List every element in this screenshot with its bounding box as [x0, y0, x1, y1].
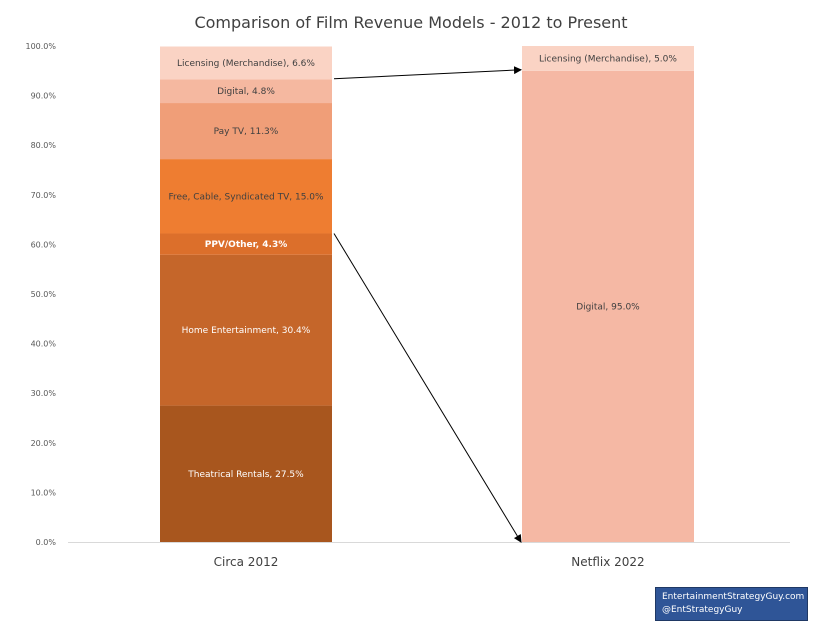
- y-tick-label: 100.0%: [25, 42, 56, 51]
- bar-segment: [160, 79, 332, 104]
- bar-segment: [160, 405, 332, 542]
- x-category-label: Netflix 2022: [571, 555, 644, 569]
- y-tick-label: 80.0%: [31, 141, 57, 150]
- segment-data-label: Digital, 95.0%: [576, 302, 640, 312]
- credit-handle: @EntStrategyGuy: [662, 605, 743, 615]
- annotation-arrow: [333, 233, 522, 543]
- credit-website: EntertainmentStrategyGuy.com: [662, 592, 805, 602]
- y-tick-label: 30.0%: [31, 389, 57, 398]
- segment-data-label: PPV/Other, 4.3%: [205, 240, 288, 250]
- segment-data-label: Digital, 4.8%: [217, 87, 275, 97]
- segment-data-label: Licensing (Merchandise), 5.0%: [539, 54, 677, 64]
- y-tick-label: 50.0%: [31, 290, 57, 299]
- y-tick-label: 20.0%: [31, 439, 57, 448]
- segment-data-label: Home Entertainment, 30.4%: [182, 326, 311, 336]
- segment-data-label: Free, Cable, Syndicated TV, 15.0%: [168, 192, 324, 202]
- x-axis: Circa 2012 Netflix 2022: [68, 542, 790, 569]
- segment-data-label: Theatrical Rentals, 27.5%: [187, 470, 304, 480]
- annotation-arrows: [333, 66, 522, 543]
- bar-segment: [160, 233, 332, 255]
- bar-segment: [160, 46, 332, 80]
- credit-box: EntertainmentStrategyGuy.com @EntStrateg…: [655, 587, 808, 621]
- y-axis: 0.0% 10.0% 20.0% 30.0% 40.0% 50.0% 60.0% 70.0% 8…: [25, 42, 56, 547]
- annotation-arrow: [333, 66, 522, 80]
- x-category-label: Circa 2012: [214, 555, 279, 569]
- y-tick-label: 40.0%: [31, 340, 57, 349]
- chart-title: Comparison of Film Revenue Models - 2012…: [194, 13, 627, 32]
- y-tick-label: 70.0%: [31, 191, 57, 200]
- segment-data-label: Pay TV, 11.3%: [214, 127, 279, 137]
- segment-data-label: Licensing (Merchandise), 6.6%: [177, 59, 315, 69]
- y-tick-label: 10.0%: [31, 488, 57, 497]
- bar-segment: [522, 46, 694, 71]
- bar-segment: [522, 70, 694, 543]
- y-tick-label: 60.0%: [31, 240, 57, 249]
- bar-segment: [160, 103, 332, 160]
- y-tick-label: 90.0%: [31, 92, 57, 101]
- bar-segment: [160, 254, 332, 406]
- y-tick-label: 0.0%: [36, 538, 57, 547]
- bars: Theatrical Rentals, 27.5% Home Entertainm…: [160, 46, 694, 543]
- bar-segment: [160, 159, 332, 234]
